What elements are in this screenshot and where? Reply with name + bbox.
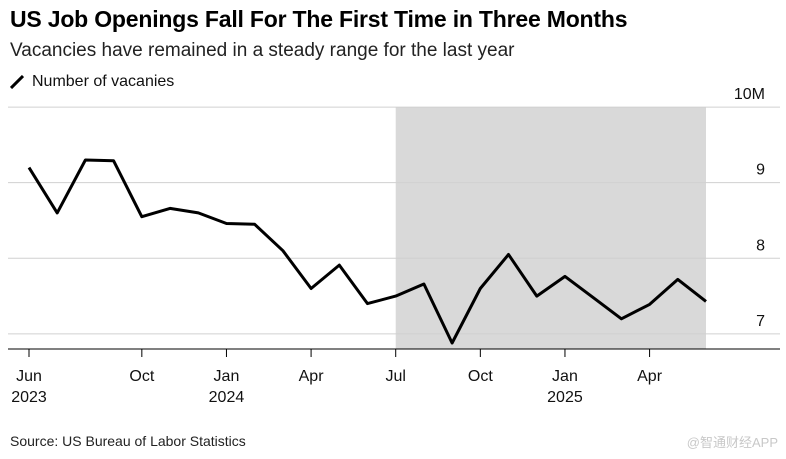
y-tick-label: 8 <box>756 237 765 254</box>
x-tick-label: Jun <box>16 368 42 385</box>
source-note: Source: US Bureau of Labor Statistics <box>10 433 246 449</box>
x-tick-label: Jan <box>552 368 578 385</box>
y-tick-label: 7 <box>756 313 765 330</box>
shaded-period <box>395 107 706 349</box>
series-line-vacancies <box>27 158 707 345</box>
chart-subtitle: Vacancies have remained in a steady rang… <box>10 40 515 61</box>
watermark: @智通财经APP <box>686 435 778 450</box>
x-tick-label: Oct <box>129 368 154 385</box>
legend-label: Number of vacanies <box>32 73 175 90</box>
legend: Number of vacanies <box>10 73 174 91</box>
x-tick-year-label: 2023 <box>11 389 47 406</box>
x-tick-label: Jan <box>214 368 240 385</box>
y-tick-label: 10M <box>734 86 765 103</box>
x-tick-label: Apr <box>637 368 663 385</box>
x-tick-label: Apr <box>299 368 325 385</box>
y-tick-label: 9 <box>756 162 765 179</box>
line-legend-icon <box>10 75 24 89</box>
x-tick-label: Jul <box>385 368 405 385</box>
x-tick-year-label: 2025 <box>547 389 583 406</box>
chart-title: US Job Openings Fall For The First Time … <box>10 6 628 32</box>
x-tick-year-label: 2024 <box>209 389 245 406</box>
x-tick-label: Oct <box>468 368 493 385</box>
